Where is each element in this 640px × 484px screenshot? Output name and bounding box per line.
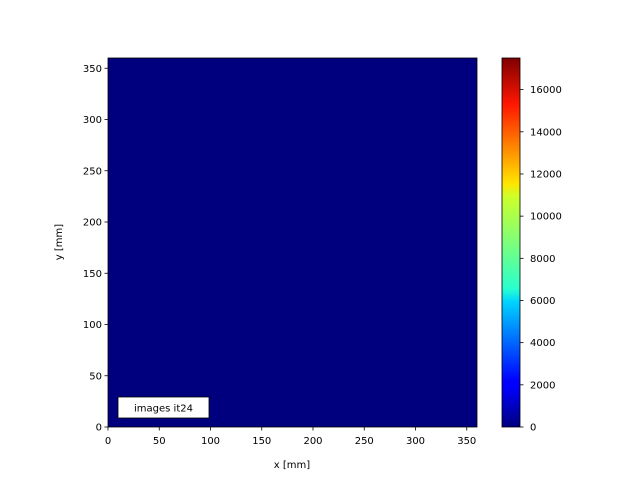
y-tick-label: 0	[96, 423, 102, 434]
x-tick-label: 300	[406, 436, 425, 447]
colorbar-tick-label: 2000	[530, 380, 555, 391]
x-axis-ticks: 0 50 100 150 200 250 300 350	[105, 427, 476, 447]
heatmap-field	[108, 58, 477, 427]
colorbar-tick-label: 14000	[530, 127, 562, 138]
colorbar-tick-label: 16000	[530, 85, 562, 96]
colorbar-tick-label: 6000	[530, 296, 555, 307]
colorbar-tick-label: 10000	[530, 212, 562, 223]
y-tick-label: 250	[83, 166, 102, 177]
colorbar-tick-label: 8000	[530, 254, 555, 265]
y-axis-label: y [mm]	[54, 224, 65, 260]
colorbar-tick-label: 0	[530, 423, 536, 434]
colorbar-tick-label: 12000	[530, 169, 562, 180]
y-tick-label: 350	[83, 64, 102, 75]
x-tick-label: 100	[201, 436, 220, 447]
y-tick-label: 100	[83, 320, 102, 331]
x-tick-label: 200	[303, 436, 322, 447]
colorbar-ticks: 0 2000 4000 6000 8000 10000 12000 14000 16000	[520, 85, 562, 434]
plot-frame	[107, 57, 478, 428]
colorbar-tick-label: 4000	[530, 338, 555, 349]
y-tick-label: 300	[83, 115, 102, 126]
x-tick-label: 250	[355, 436, 374, 447]
x-axis-label: x [mm]	[274, 460, 310, 471]
x-tick-label: 50	[153, 436, 166, 447]
x-tick-label: 350	[457, 436, 476, 447]
x-tick-label: 150	[252, 436, 271, 447]
y-tick-label: 50	[89, 371, 102, 382]
annotation-text: images it24	[134, 404, 193, 415]
y-tick-label: 200	[83, 218, 102, 229]
x-tick-label: 0	[105, 436, 111, 447]
annotation-box: images it24	[117, 396, 210, 419]
y-axis-ticks: 0 50 100 150 200 250 300 350	[83, 64, 108, 434]
y-tick-label: 150	[83, 269, 102, 280]
colorbar	[501, 57, 521, 428]
